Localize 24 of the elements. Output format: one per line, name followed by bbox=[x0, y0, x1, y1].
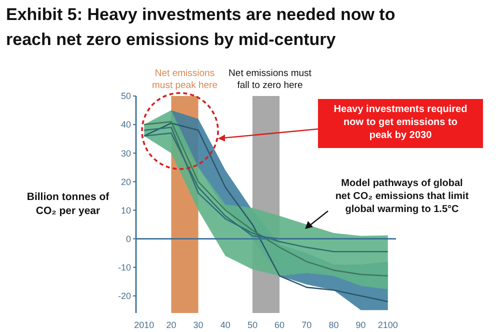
y-tick-label: 50 bbox=[120, 91, 131, 102]
x-tick-label: 70 bbox=[302, 320, 312, 330]
y-tick-label: 10 bbox=[120, 205, 131, 216]
y-axis-title: Billion tonnes of CO₂ per year bbox=[26, 191, 110, 217]
x-tick-label: 50 bbox=[247, 320, 258, 330]
x-tick-label: 40 bbox=[220, 320, 230, 330]
x-tick-label: 2010 bbox=[134, 320, 154, 330]
x-tick-label: 90 bbox=[356, 320, 366, 330]
x-tick-label: 80 bbox=[328, 320, 339, 330]
x-tick-label: 2100 bbox=[378, 320, 398, 330]
annotation: Heavy investments required now to get emissions to peak by 2030 bbox=[334, 104, 468, 141]
y-tick-label: -10 bbox=[118, 262, 131, 272]
y-tick-label: 20 bbox=[120, 176, 131, 187]
y-tick-label: 30 bbox=[120, 148, 131, 158]
chart-title: Exhibit 5: Heavy investments are needed now to reach net zero emissions by mid-century bbox=[6, 5, 396, 49]
x-tick-label: 30 bbox=[193, 320, 204, 330]
x-tick-label: 60 bbox=[274, 320, 285, 330]
y-tick-label: 40 bbox=[120, 120, 131, 130]
annotation: Model pathways of global net CO₂ emissions that limit global warming to 1.5°C bbox=[335, 178, 470, 215]
y-tick-label: 0 bbox=[126, 234, 131, 244]
band-label: Net emissions must peak here bbox=[152, 68, 218, 91]
y-tick-label: -20 bbox=[118, 291, 131, 302]
band-label: Net emissions must fall to zero here bbox=[228, 68, 312, 91]
x-tick-label: 20 bbox=[166, 320, 176, 330]
